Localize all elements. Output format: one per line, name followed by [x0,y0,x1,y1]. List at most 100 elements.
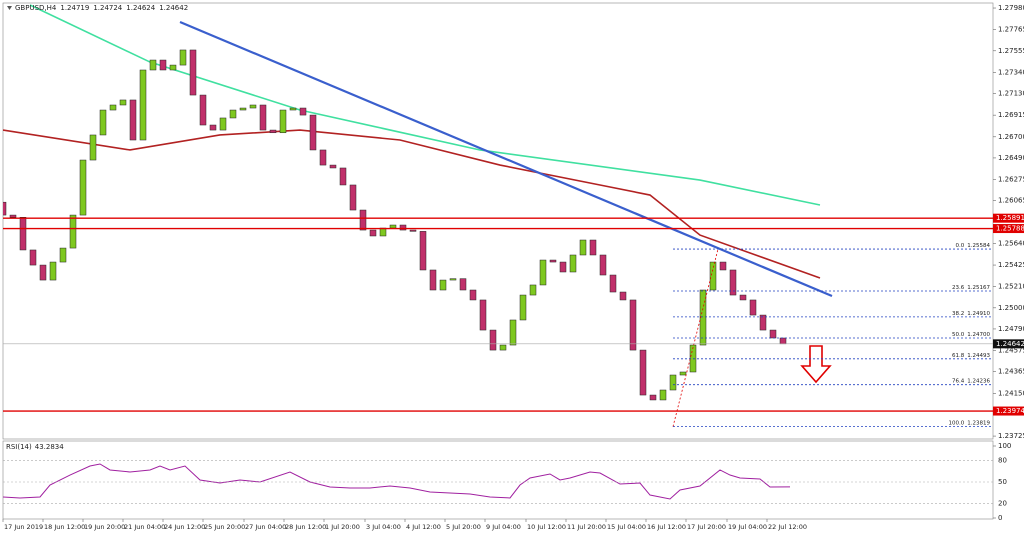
candle [499,344,507,351]
candle [529,284,537,296]
y-tick-label: 1.26065 [998,197,1024,205]
x-tick-label: 22 Jul 12:00 [768,523,807,531]
x-tick-label: 4 Jul 12:00 [406,523,441,531]
fib-price: 1.25167 [967,285,990,291]
rsi-tick-label: 20 [998,500,1007,508]
candle [39,264,47,281]
fib-ratio: 50.0 [952,331,965,337]
x-tick-label: 18 Jun 12:00 [44,523,85,531]
candle [629,299,637,351]
candle [709,261,717,291]
candle [569,254,577,273]
candle [199,94,207,126]
header-value: 1.24719 [60,4,89,12]
y-tick-label: 1.27980 [998,4,1024,12]
x-tick-label: 19 Jun 20:00 [84,523,125,531]
candle [249,104,257,109]
candle [469,289,477,301]
candle [219,117,227,131]
y-tick-label: 1.24150 [998,389,1024,397]
x-tick-label: 27 Jun 04:00 [245,523,286,531]
rsi-value: 43.2834 [35,443,64,451]
candle [319,149,327,166]
rsi-line [3,463,791,500]
fib-price: 1.24493 [967,352,990,358]
candle [149,59,157,71]
candle [129,99,137,141]
y-tick-label: 1.24365 [998,368,1024,376]
x-tick-label: 28 Jun 12:00 [285,523,326,531]
candle [169,64,177,71]
candle [769,329,777,339]
candle [419,231,427,271]
candle [609,274,617,293]
candle [369,229,377,237]
level-label: 1.23974 [996,407,1024,415]
candle [509,319,517,346]
level-label: 1.25891 [996,214,1024,222]
candle [179,49,187,66]
rsi-tick-label: 80 [998,456,1007,464]
y-tick-label: 1.25210 [998,283,1024,291]
candle [359,209,367,231]
rsi-tick-label: 50 [998,478,1007,486]
x-tick-label: 17 Jun 2019 [4,523,43,531]
y-tick-label: 1.26700 [998,133,1024,141]
price-box [993,339,1024,349]
candle [19,217,27,251]
rsi-plot [3,463,791,500]
candle [209,124,217,131]
candle [449,278,457,281]
fib-ratio: 0.0 [956,243,965,249]
rsi-frame [2,440,994,520]
y-tick-label: 1.26490 [998,154,1024,162]
candle [549,259,557,263]
fib-label: 76.4 1.24236 [952,378,990,384]
y-tick-label: 1.27555 [998,47,1024,55]
fib-price: 1.24700 [967,331,990,337]
candle [329,164,337,169]
fib-label: 100.0 1.23819 [949,420,991,426]
candle [759,314,767,331]
candle [29,249,37,266]
y-tick-label: 1.26275 [998,176,1024,184]
candle [489,329,497,351]
fib-ratio: 61.8 [952,352,965,358]
candle [49,261,57,281]
trendline [179,20,833,298]
candle [229,109,237,119]
candle [389,224,397,229]
candle [439,279,447,291]
symbol-icon [7,6,12,10]
candle [339,167,347,186]
y-tick-label: 1.27340 [998,68,1024,76]
y-tick-label: 1.25640 [998,239,1024,247]
y-tick-label: 1.25425 [998,261,1024,269]
y-tick-label: 1.24575 [998,347,1024,355]
fib-price: 1.24910 [967,310,990,316]
candle [649,394,657,401]
y-tick-label: 1.27765 [998,26,1024,34]
chart-header: GBPUSD,H4 1.24719 1.24724 1.24624 1.24642 [15,4,188,12]
candle [619,291,627,301]
candle [399,224,407,231]
header-value: 1.24724 [93,4,122,12]
level-label: 1.25788 [996,225,1024,233]
candle [159,59,167,71]
level-box [993,213,1024,223]
candle [99,109,107,136]
candle [409,229,417,232]
candle [59,247,67,263]
header-value: 1.24624 [126,4,155,12]
candle [239,107,247,111]
fib-connector [672,248,719,427]
moving-average [29,4,821,206]
candle [349,184,357,211]
rsi-label: RSI(14) 43.2834 [6,443,64,451]
candle [269,129,277,134]
candle [679,371,687,376]
header-value: 1.24642 [159,4,188,12]
candle [289,107,297,111]
rsi-tick-label: 100 [998,442,1011,450]
candle [589,239,597,256]
